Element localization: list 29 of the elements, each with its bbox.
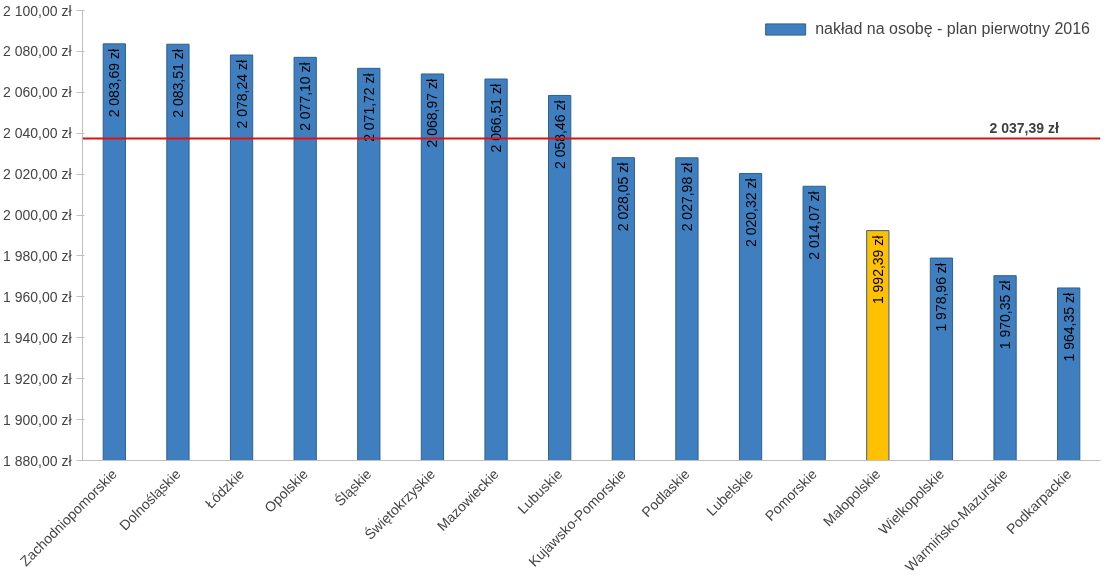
y-tick-label: 2 020,00 zł <box>3 166 73 183</box>
y-tick-label: 1 980,00 zł <box>3 247 73 264</box>
data-label: 2 066,51 zł <box>488 83 505 153</box>
data-label: 2 068,97 zł <box>424 78 441 148</box>
data-label: 1 970,35 zł <box>997 279 1014 350</box>
y-tick-label: 2 040,00 zł <box>3 125 73 142</box>
data-label: 2 058,46 zł <box>551 99 568 169</box>
data-label: 1 964,35 zł <box>1060 292 1077 362</box>
y-tick-label: 2 100,00 zł <box>3 2 73 19</box>
data-label: 2 020,32 zł <box>742 177 759 247</box>
data-label: 2 083,51 zł <box>169 48 186 118</box>
data-label: 2 077,10 zł <box>297 61 314 131</box>
data-label: 2 014,07 zł <box>806 190 823 260</box>
data-label: 1 978,96 zł <box>933 262 950 332</box>
y-tick-label: 2 060,00 zł <box>3 84 73 101</box>
y-tick-label: 1 920,00 zł <box>3 370 73 387</box>
data-label: 2 027,98 zł <box>678 161 695 232</box>
ref-line-label: 2 037,39 zł <box>989 119 1059 136</box>
legend-label: nakład na osobę - plan pierwotny 2016 <box>815 20 1090 38</box>
y-tick-label: 1 940,00 zł <box>3 329 73 346</box>
y-tick-label: 2 080,00 zł <box>3 43 73 60</box>
data-label: 2 078,24 zł <box>233 59 250 129</box>
y-tick-label: 1 960,00 zł <box>3 288 73 305</box>
y-tick-label: 2 000,00 zł <box>3 207 73 224</box>
data-label: 2 028,05 zł <box>615 161 632 232</box>
data-label: 2 083,69 zł <box>106 47 123 118</box>
data-label: 1 992,39 zł <box>869 234 886 305</box>
y-tick-label: 1 900,00 zł <box>3 411 73 428</box>
y-tick-label: 1 880,00 zł <box>3 452 73 469</box>
